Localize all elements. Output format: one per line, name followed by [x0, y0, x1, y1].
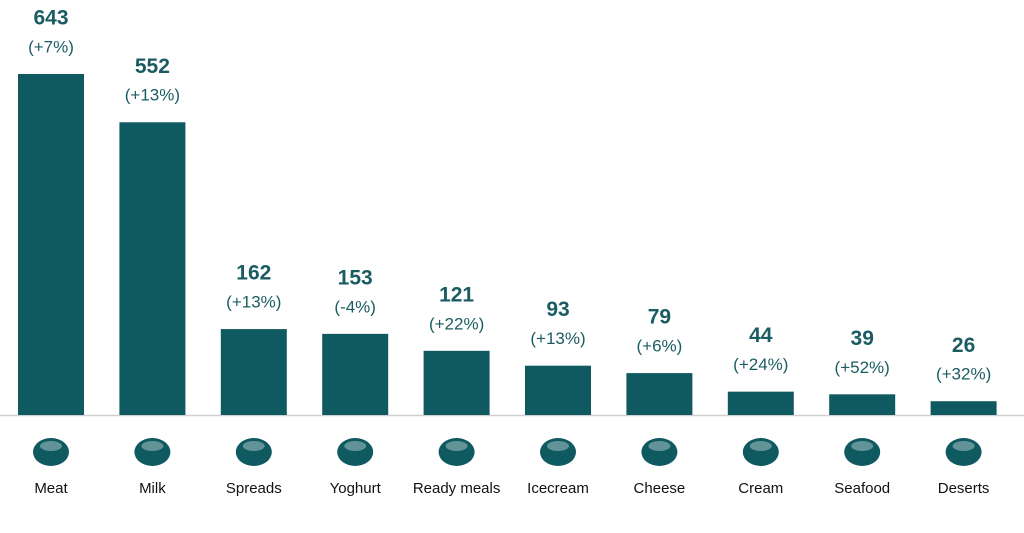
bar	[727, 391, 794, 415]
category-icon	[945, 438, 982, 466]
category-label: Spreads	[226, 480, 282, 497]
category-label: Icecream	[527, 480, 589, 497]
change-label: (+13%)	[226, 293, 281, 312]
category-icon	[851, 441, 874, 451]
category-icon	[344, 441, 367, 451]
value-label: 93	[546, 298, 569, 321]
category-icon	[40, 441, 62, 451]
bar	[423, 350, 490, 415]
value-label: 552	[135, 55, 170, 78]
bar	[18, 74, 84, 415]
value-label: 643	[33, 7, 68, 30]
bar	[525, 365, 591, 415]
category-icon	[844, 438, 881, 466]
bar	[626, 373, 693, 415]
change-label: (+13%)	[530, 329, 585, 348]
change-label: (+32%)	[936, 365, 991, 384]
change-label: (+7%)	[28, 37, 74, 56]
change-label: (+22%)	[429, 314, 484, 333]
category-icon	[438, 438, 475, 466]
category-icon	[337, 438, 374, 466]
value-label: 79	[648, 306, 671, 329]
category-icon	[952, 441, 975, 451]
value-label: 39	[851, 327, 874, 350]
category-label: Ready meals	[413, 480, 501, 497]
category-label: Meat	[34, 480, 68, 497]
category-label: Cheese	[634, 480, 686, 497]
category-icon	[242, 441, 265, 451]
value-label: 26	[952, 334, 975, 357]
category-label: Seafood	[834, 480, 890, 497]
change-label: (+13%)	[125, 86, 180, 105]
category-icon	[648, 441, 671, 451]
category-icon	[547, 441, 569, 451]
change-label: (-4%)	[334, 297, 376, 316]
category-label: Deserts	[938, 480, 990, 497]
category-icon	[749, 441, 772, 451]
value-label: 153	[338, 266, 373, 289]
bar	[829, 394, 896, 415]
value-label: 162	[236, 262, 271, 285]
bar	[119, 122, 186, 416]
category-icon	[540, 438, 576, 466]
bar	[930, 401, 997, 415]
category-label: Yoghurt	[330, 480, 382, 497]
change-label: (+52%)	[835, 358, 890, 377]
category-icon	[641, 438, 678, 466]
category-icon	[235, 438, 272, 466]
category-icon	[742, 438, 779, 466]
value-label: 44	[749, 324, 773, 347]
category-icon	[33, 438, 69, 466]
change-label: (+24%)	[733, 355, 788, 374]
category-icon	[445, 441, 468, 451]
category-icon	[141, 441, 164, 451]
bar	[322, 333, 389, 415]
value-label: 121	[439, 283, 474, 306]
category-label: Cream	[738, 480, 783, 497]
category-label: Milk	[139, 480, 166, 497]
bar	[220, 329, 287, 415]
change-label: (+6%)	[636, 337, 682, 356]
category-icon	[134, 438, 171, 466]
